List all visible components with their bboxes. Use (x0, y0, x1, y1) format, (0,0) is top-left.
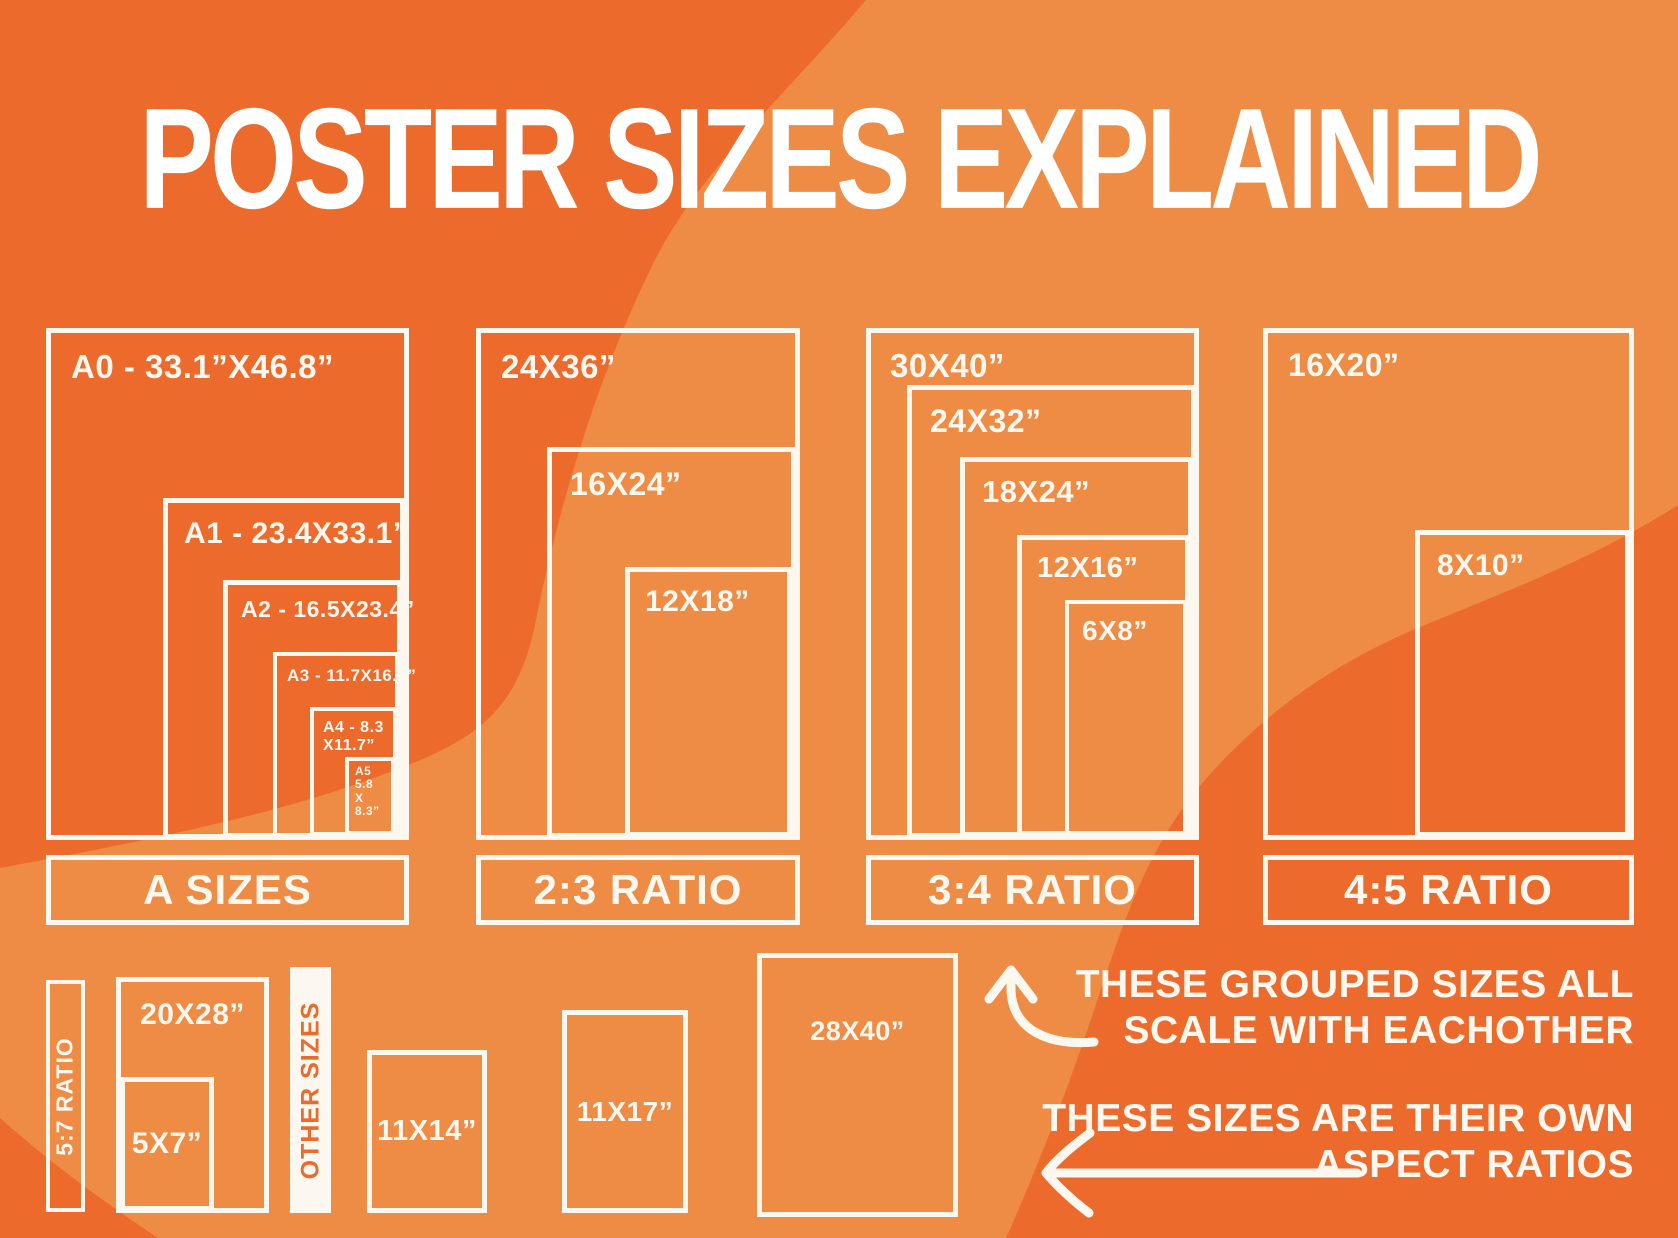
size-label: 12X16” (1037, 552, 1139, 584)
size-box-11x14: 11X14” (367, 1050, 487, 1213)
other-sizes-banner: OTHER SIZES (290, 967, 331, 1213)
group-label-3-4-ratio: 3:4 RATIO (866, 855, 1199, 925)
size-label: 8.3” (355, 804, 380, 819)
ratio-5-7-label: 5:7 RATIO (52, 1036, 79, 1156)
size-label: 28X40” (810, 1016, 905, 1046)
size-box-16x20: 16X20” (1263, 328, 1634, 840)
note-grouped-sizes: THESE GROUPED SIZES ALL SCALE WITH EACHO… (1075, 963, 1634, 1053)
size-label: 24X36” (501, 348, 616, 385)
size-label: 11X17” (576, 1095, 674, 1127)
size-box-28x40: 28X40” (757, 953, 958, 1217)
size-label: X (355, 790, 364, 805)
size-label: A0 - 33.1”X46.8” (71, 348, 334, 385)
size-label: 8X10” (1437, 549, 1525, 582)
size-label: A5 (355, 764, 372, 778)
size-label: X11.7” (323, 736, 375, 754)
size-box-a4: A4 - 8.3 X11.7” (310, 707, 397, 836)
size-box-a1: A1 - 23.4X33.1” (163, 498, 409, 839)
size-label: 20X28” (140, 998, 245, 1031)
size-label: 6X8” (1082, 615, 1148, 646)
size-label: 12X18” (645, 585, 750, 618)
size-label: A3 - 11.7X16.5” (287, 666, 417, 685)
size-box-12x18: 12X18” (625, 567, 792, 837)
group-label-2-3-ratio: 2:3 RATIO (476, 855, 800, 925)
size-box-8x10: 8X10” (1415, 530, 1630, 837)
size-label: 24X32” (930, 403, 1042, 439)
size-box-11x17: 11X17” (562, 1010, 688, 1213)
size-label: 30X40” (890, 347, 1005, 384)
size-label: 18X24” (982, 474, 1091, 509)
other-sizes-label: OTHER SIZES (296, 1001, 324, 1179)
size-box-6x8: 6X8” (1065, 600, 1187, 835)
size-label: 16X24” (570, 466, 682, 502)
page-title: POSTER SIZES EXPLAINED (139, 78, 1542, 239)
size-box-a5: A5 5.8 X 8.3” (345, 757, 395, 835)
ratio-5-7-box: 5:7 RATIO (46, 980, 85, 1212)
size-label: 5X7” (131, 1127, 203, 1161)
group-label-4-5-ratio: 4:5 RATIO (1263, 855, 1634, 925)
size-box-5x7: 5X7” (120, 1077, 214, 1211)
size-label: A2 - 16.5X23.4” (241, 596, 415, 622)
size-label: 11X14” (377, 1115, 477, 1148)
size-label: 5.8 (355, 777, 374, 792)
group-label-a-sizes: A SIZES (46, 855, 409, 925)
note-own-ratios: THESE SIZES ARE THEIR OWN ASPECT RATIOS (1042, 1097, 1634, 1187)
size-label: A1 - 23.4X33.1” (184, 517, 409, 550)
size-label: A4 - 8.3 (323, 719, 384, 736)
size-label: 16X20” (1288, 347, 1400, 383)
